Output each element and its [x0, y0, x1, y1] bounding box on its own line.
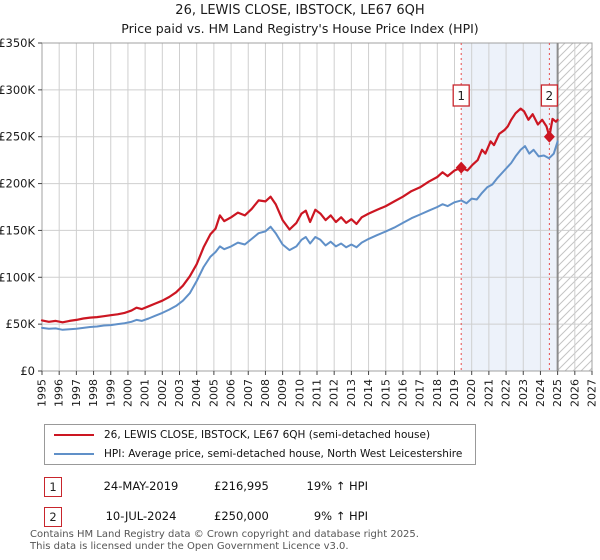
x-axis-label: 2002: [156, 379, 169, 407]
x-axis-label: 2020: [465, 379, 478, 407]
x-axis-label: 2026: [568, 379, 581, 407]
property-price-line: [40, 107, 559, 324]
y-axis-label: £150K: [0, 223, 35, 237]
legend-label-hpi: HPI: Average price, semi-detached house,…: [104, 448, 463, 460]
legend-item-property: 26, LEWIS CLOSE, IBSTOCK, LE67 6QH (semi…: [45, 427, 475, 443]
x-axis-label: 1999: [104, 379, 117, 407]
sale-hpi-delta-2: 9% ↑ HPI: [313, 509, 368, 523]
x-axis-label: 2013: [345, 379, 358, 407]
x-axis-label: 2027: [586, 379, 599, 407]
x-axis-label: 2003: [173, 379, 186, 407]
x-axis-label: 2018: [431, 379, 444, 407]
y-axis-label: £250K: [0, 130, 35, 144]
x-axis-label: 2015: [379, 379, 392, 407]
y-axis-label: £300K: [0, 83, 35, 97]
x-axis-label: 2024: [534, 379, 547, 407]
y-axis-label: £200K: [0, 177, 35, 191]
y-axis-label: £50K: [6, 317, 36, 331]
price-chart: 1995 1996 1997 1998 1999 2000 2001 2002 2003 2004…: [0, 36, 599, 407]
x-axis-label: 2007: [242, 379, 255, 407]
x-axis-label: 2011: [311, 379, 324, 407]
hpi-average-line: [41, 140, 559, 331]
page-title: 26, LEWIS CLOSE, IBSTOCK, LE67 6QH: [175, 3, 425, 18]
legend-label-property: 26, LEWIS CLOSE, IBSTOCK, LE67 6QH (semi…: [104, 429, 431, 441]
license-line-2: This data is licensed under the Open Gov…: [30, 540, 349, 552]
sale-marker-1: [455, 161, 467, 174]
sale-hpi-delta-1: 19% ↑ HPI: [306, 479, 368, 493]
x-axis-label: 2022: [500, 379, 513, 407]
sale-flag-box-2: [540, 84, 559, 107]
chart-subtitle: Price paid vs. HM Land Registry's House …: [121, 21, 479, 36]
sale-number-badge-1: 1: [44, 477, 62, 497]
x-axis-label: 1996: [53, 379, 66, 407]
chart-legend: 26, LEWIS CLOSE, IBSTOCK, LE67 6QH (semi…: [44, 424, 476, 465]
x-axis-label: 2023: [517, 379, 530, 407]
x-axis-label: 1997: [70, 379, 83, 407]
x-axis-label: 2006: [225, 379, 238, 407]
legend-item-hpi: HPI: Average price, semi-detached house,…: [45, 446, 475, 462]
x-axis-label: 1998: [87, 379, 100, 407]
x-axis-label: 2008: [259, 379, 272, 407]
y-axis-label: £350K: [0, 36, 35, 50]
license-line-1: Contains HM Land Registry data © Crown c…: [30, 529, 419, 540]
x-axis-label: 2021: [482, 379, 495, 407]
sale-flag-number-1: 1: [457, 89, 465, 103]
x-axis-label: 2001: [139, 379, 152, 407]
sale-annotation-row-2: 2 10-JUL-2024 £250,000 9% ↑ HPI: [0, 507, 600, 529]
x-axis-label: 2014: [362, 379, 375, 407]
sale-annotation-row-1: 1 24-MAY-2019 £216,995 19% ↑ HPI: [0, 477, 600, 499]
y-axis-label: £0: [20, 364, 35, 378]
x-axis-label: 2010: [293, 379, 306, 407]
sale-flag-number-2: 2: [546, 89, 554, 103]
x-axis-label: 2000: [121, 379, 134, 407]
sale-flag-box-1: [452, 84, 470, 107]
x-axis-label: 2025: [551, 379, 564, 407]
sale-date-1: 24-MAY-2019: [103, 479, 179, 493]
sale-price-1: £216,995: [214, 479, 269, 493]
x-axis-label: 2017: [414, 379, 427, 407]
y-axis-label: £100K: [0, 270, 35, 284]
sale-date-2: 10-JUL-2024: [105, 509, 177, 523]
x-axis-label: 2012: [328, 379, 341, 407]
sale-marker-2: [543, 130, 555, 143]
legend-swatch-hpi-line: [54, 453, 94, 455]
sale-price-2: £250,000: [214, 509, 269, 523]
sale-number-badge-2: 2: [44, 507, 62, 527]
x-axis-label: 2016: [396, 379, 409, 407]
legend-swatch-property-line: [54, 434, 94, 436]
x-axis-label: 2005: [207, 379, 220, 407]
x-axis-label: 1995: [36, 379, 49, 407]
x-axis-label: 2004: [190, 379, 203, 407]
x-axis-label: 2009: [276, 379, 289, 407]
x-axis-label: 2019: [448, 379, 461, 407]
license-note: Contains HM Land Registry data © Crown c…: [30, 529, 419, 552]
